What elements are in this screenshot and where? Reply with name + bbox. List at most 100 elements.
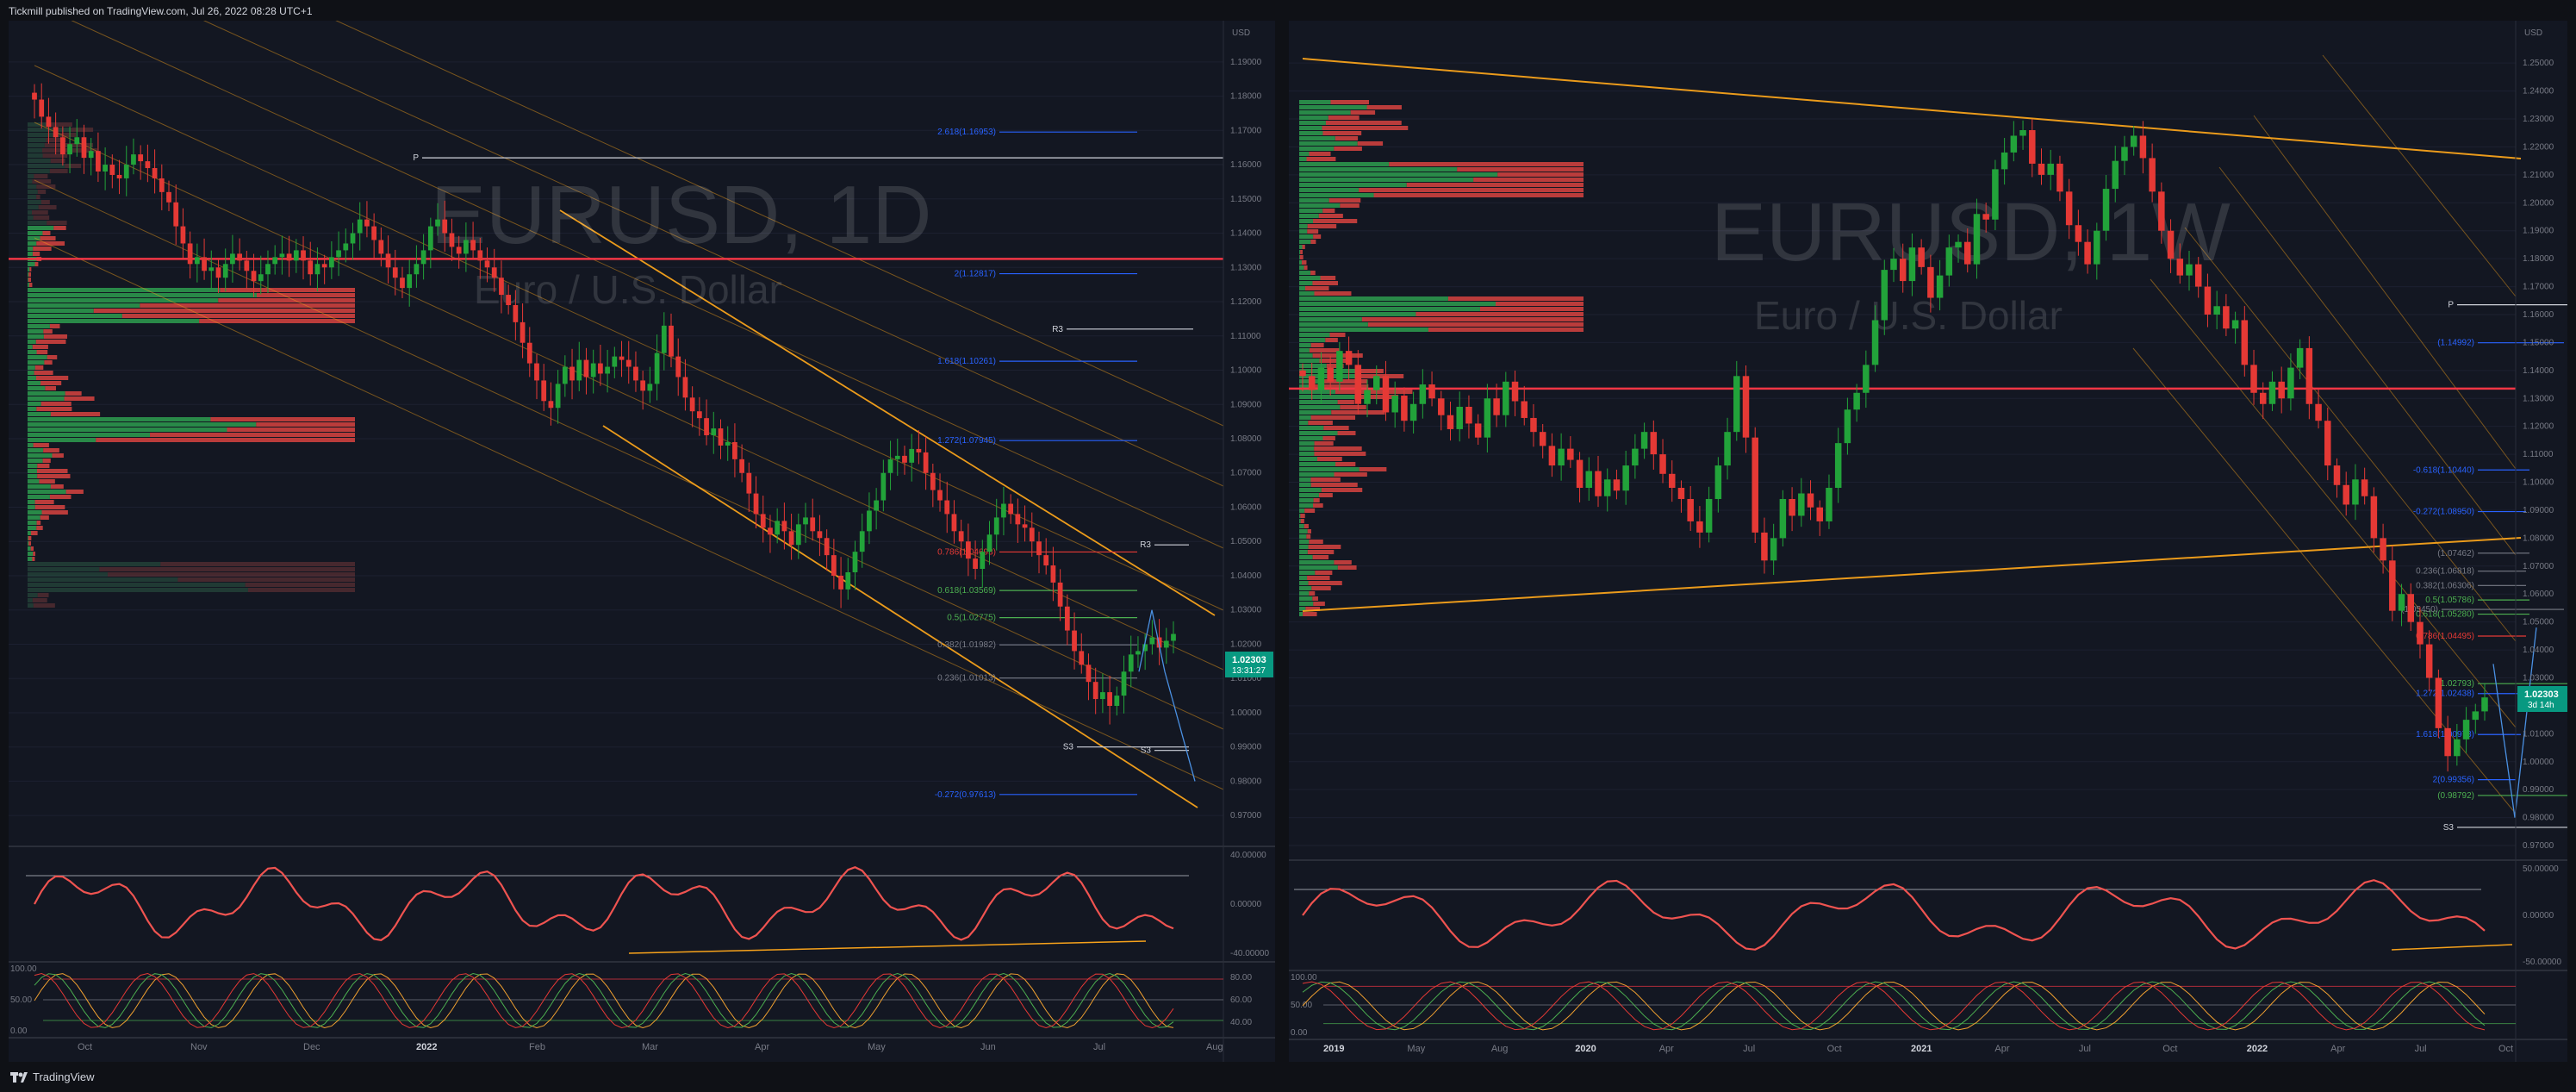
chart-panel-daily[interactable]: EURUSD, 1D Euro / U.S. Dollar 2.618(1.16… [9,21,1275,1062]
volume-bar-buy [1299,488,1322,492]
volume-bar-buy [1299,586,1312,590]
volume-bar-sell [220,288,355,292]
volume-bar-buy [1299,343,1311,347]
volume-bar-sell [1300,519,1304,523]
price-tick-label: 1.11000 [2523,450,2554,459]
candle-body [173,202,179,227]
volume-bar-sell [50,484,64,489]
volume-bar-buy [28,402,41,406]
volume-bar-buy [1299,602,1314,606]
candle-body [1299,370,1306,377]
volume-bar-buy [28,246,34,251]
time-tick-label: Nov [190,1042,208,1052]
volume-bar-buy [28,365,35,370]
candle-body [1456,406,1463,429]
volume-bar-sell [1326,364,1344,368]
price-tick-label: 1.01000 [1230,674,1262,683]
volume-bar-buy [28,200,41,204]
candle-body [633,366,638,381]
volume-bar-sell [93,309,355,313]
price-tick-label: 1.07000 [2523,562,2554,571]
volume-bar-buy [1299,493,1319,497]
chart-panel-weekly[interactable]: EURUSD, 1W Euro / U.S. Dollar (1.14992) -… [1289,21,2567,1062]
volume-bar-sell [39,479,55,484]
description-watermark: Euro / U.S. Dollar [474,267,782,312]
candle-body [39,99,45,117]
volume-bar-buy [28,184,37,189]
candle-body [1008,503,1014,515]
candle-body [1595,471,1602,496]
fib-level-label: 0.618(1.05280) [2416,610,2474,620]
candle-body [371,226,377,240]
volume-bar-buy [28,459,43,463]
volume-bar-buy [28,417,211,421]
price-tick-label: 1.05000 [1230,537,1262,546]
candle-body [2149,158,2156,192]
candle-body [407,274,413,289]
volume-bar-buy [28,345,33,349]
volume-bar-sell [1334,472,1367,477]
volume-bar-buy [1299,209,1323,213]
candle-body [682,377,688,398]
price-tick-label: 1.03000 [1230,606,1262,615]
time-tick-label: Apr [2330,1044,2345,1054]
candle-body [711,428,717,436]
volume-bar-buy [28,505,35,509]
volume-bar-sell [28,278,31,282]
candle-body [1890,259,1897,271]
volume-bar-sell [32,252,40,256]
candle-body [781,521,787,532]
candle-body [831,555,837,576]
candle-body [131,154,136,165]
chart-weekly-svg[interactable]: EURUSD, 1W Euro / U.S. Dollar (1.14992) -… [1289,21,2567,1062]
candle-body [1724,432,1731,466]
candle-body [746,472,752,494]
stochastic-line [34,972,1174,1028]
price-tag-value: 1.02303 [1232,655,1266,665]
volume-bar-buy [1299,348,1310,353]
volume-bar-buy [1299,483,1311,487]
volume-bar-buy [1299,312,1416,316]
volume-bar-buy [1299,291,1315,296]
volume-bar-buy [28,371,34,375]
oscillator-line [34,866,1174,941]
volume-bar-buy [28,179,33,184]
candle-body [392,267,398,278]
candle-body [1128,654,1134,672]
volume-bar-sell [42,231,51,235]
footer-bar: TradingView [0,1062,2576,1092]
volume-bar-sell [34,365,44,370]
volume-bar-buy [28,453,53,458]
volume-bar-sell [44,360,53,365]
volume-bar-sell [43,329,53,334]
price-tick-label: 1.12000 [1230,297,1262,307]
candle-body [258,274,264,282]
trend-line [2150,278,2517,728]
volume-bar-sell [1304,524,1309,528]
volume-bar-buy [1299,152,1310,156]
candle-body [506,295,512,305]
candle-body [852,552,858,572]
candle-body [109,165,115,175]
price-tick-label: 1.14000 [2523,366,2554,376]
candle-body [1798,493,1805,516]
volume-bar-sell [65,164,82,168]
volume-bar-buy [28,484,51,489]
price-tick-label: 1.02000 [1230,640,1262,649]
volume-bar-buy [1299,183,1407,187]
volume-bar-sell [121,314,355,318]
volume-bar-buy [1299,581,1309,585]
volume-bar-buy [28,588,248,592]
volume-bar-sell [199,319,355,323]
publish-text: Tickmill published on TradingView.com, J… [9,5,313,17]
candle-body [696,411,702,419]
oscillator-trendline [2391,944,2513,951]
oscillator-tick-label: -50.00000 [2523,958,2561,967]
volume-bar-sell [1359,467,1387,471]
candle-body [675,356,681,378]
candle-body [661,325,667,353]
fib-level-label: 1.272(1.02438) [2416,690,2474,699]
chart-daily-svg[interactable]: EURUSD, 1D Euro / U.S. Dollar 2.618(1.16… [9,21,1275,1062]
candle-body [180,226,186,244]
volume-bar-sell [28,536,32,540]
